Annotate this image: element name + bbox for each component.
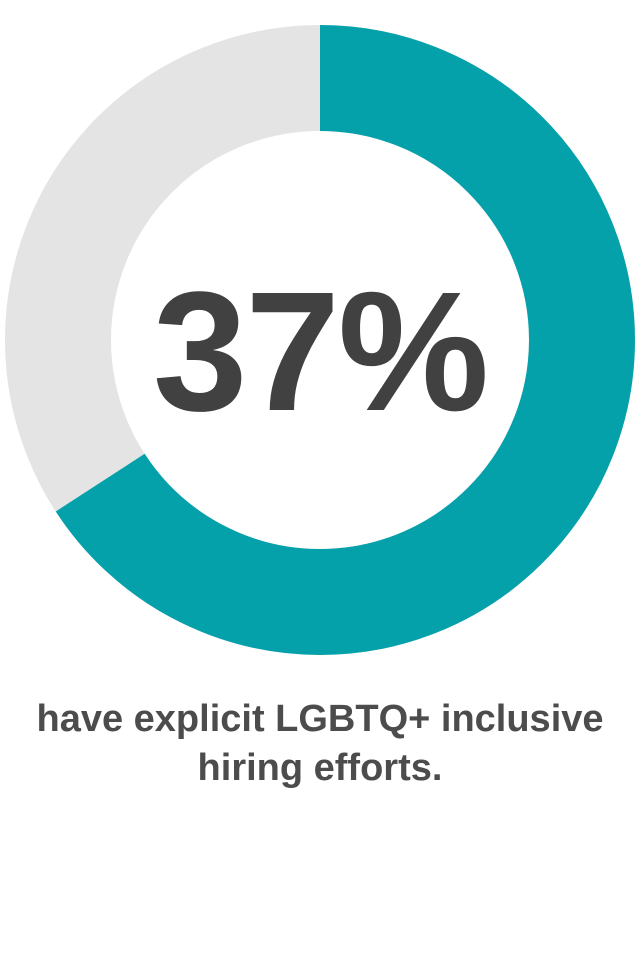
donut-chart: [5, 25, 635, 655]
donut-center-area: 37%: [111, 131, 529, 549]
chart-caption-line-2: hiring efforts.: [197, 747, 443, 789]
donut-center-value: 37%: [152, 257, 489, 447]
donut-highlight-segment: [5, 25, 635, 655]
chart-caption: have explicit LGBTQ+ inclusive hiring ef…: [0, 695, 640, 793]
chart-caption-line-1: have explicit LGBTQ+ inclusive: [36, 698, 604, 740]
